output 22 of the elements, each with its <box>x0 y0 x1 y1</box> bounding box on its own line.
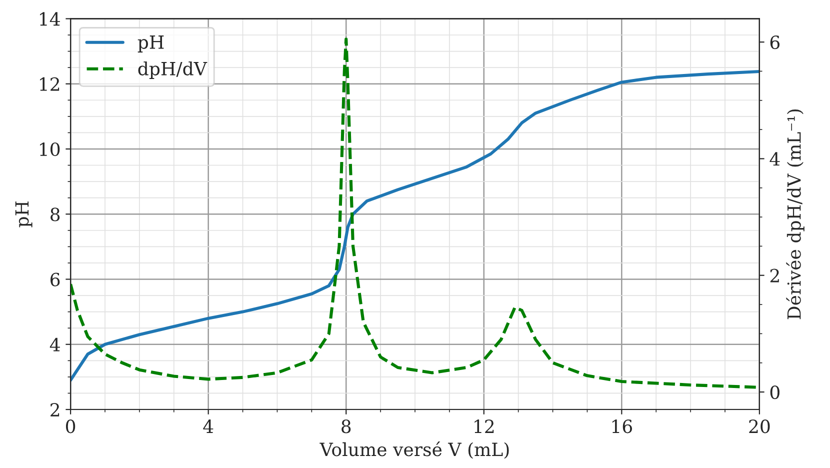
y-tick-label: 6 <box>50 272 60 286</box>
y2-tick-label: 6 <box>770 36 780 50</box>
x-tick-label: 12 <box>474 420 494 433</box>
x-tick-label: 20 <box>749 420 770 434</box>
y-axis-title: pH <box>15 201 32 228</box>
x-tick-label: 0 <box>66 420 76 434</box>
x-tick-label: 4 <box>203 420 214 433</box>
x-axis-title: Volume versé V (mL) <box>320 442 509 459</box>
x-tick-label: 8 <box>342 420 351 434</box>
x-tick-label: 16 <box>612 420 632 434</box>
y-tick-label: 2 <box>50 402 60 416</box>
y2-tick-label: 2 <box>770 268 779 282</box>
y-tick-label: 12 <box>40 77 60 91</box>
legend-label: pH <box>138 36 164 52</box>
y2-axis-title: Dérivée dpH/dV (mL⁻¹) <box>786 109 804 320</box>
y-tick-label: 8 <box>50 208 60 222</box>
y-tick-label: 4 <box>50 338 60 352</box>
y2-tick-label: 0 <box>770 385 780 400</box>
y-tick-label: 14 <box>40 12 60 26</box>
y2-tick-label: 4 <box>770 152 780 166</box>
y-tick-label: 10 <box>40 142 60 156</box>
legend-label: dpH/dV <box>138 61 208 79</box>
